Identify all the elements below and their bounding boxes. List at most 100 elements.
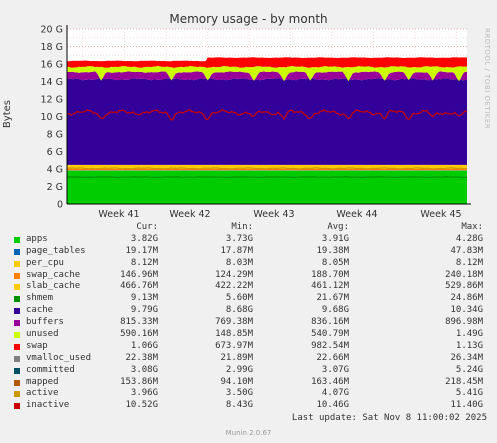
y-tick-label: 0 [57,200,63,211]
legend-swatch [14,236,20,243]
legend-max: 5.41G [455,388,483,399]
legend-min: 94.10M [220,376,253,387]
area-unused [67,65,467,82]
y-tick-label: 2 G [47,182,63,193]
y-tick-label: 4 G [47,165,63,176]
x-tick-label: Week 42 [169,209,210,220]
legend-row: page_tables 19.17M 17.87M 19.38M 47.83M [0,246,497,258]
legend-label: active [26,388,59,399]
legend-swatch [14,248,20,255]
legend-row: cache 9.79G 8.68G 9.68G 10.34G [0,305,497,317]
legend-min: 8.43G [225,400,253,411]
legend-label: per_cpu [26,257,64,268]
legend-label: vmalloc_used [26,352,92,363]
rrdtool-credit: RRDTOOL / TOBI OETIKER [483,28,491,130]
legend-row: swap_cache 146.96M 124.29M 188.70M 240.18M [0,270,497,282]
legend-avg: 21.67M [316,293,349,304]
legend-swatch [14,296,20,303]
legend-swatch [14,379,20,386]
memory-area-chart: 0 2 G 4 G 6 G 8 G 10 G 12 G 14 G 16 G 18 G 20 G We… [41,25,471,220]
legend-header-max: Max: [461,222,483,232]
legend-label: unused [26,329,59,340]
legend-label: committed [26,364,75,375]
y-tick-label: 18 G [41,42,63,53]
legend-max: 4.28G [455,233,483,244]
area-buffers [67,71,467,82]
legend-row: committed 3.08G 2.99G 3.07G 5.24G [0,365,497,377]
legend-avg: 8.05M [321,257,349,268]
legend-avg: 163.46M [311,376,349,387]
legend-label: swap_cache [26,269,81,280]
legend-row: per_cpu 8.12M 8.03M 8.05M 8.12M [0,258,497,270]
legend-row: buffers 815.33M 769.38M 836.16M 896.98M [0,317,497,329]
legend-cur: 815.33M [120,317,158,328]
legend-cur: 8.12M [130,257,158,268]
legend-cur: 3.08G [130,364,158,375]
legend-avg: 9.68G [321,305,349,316]
legend-cur: 10.52G [125,400,158,411]
legend-swatch [14,272,20,279]
legend-label: cache [26,305,54,316]
legend-row: apps 3.82G 3.73G 3.91G 4.28G [0,234,497,246]
line-inactive [66,108,468,122]
legend-label: swap [26,340,48,351]
legend-row: active 3.96G 3.50G 4.07G 5.41G [0,388,497,400]
line-active [66,167,468,170]
legend-row: slab_cache 466.76M 422.22M 461.12M 529.86M [0,281,497,293]
legend-header-min: Min: [231,222,253,232]
legend-max: 10.34G [450,305,483,316]
line-committed [67,176,468,179]
legend-cur: 590.16M [120,329,158,340]
y-tick-label: 10 G [41,112,63,123]
legend-label: inactive [26,400,70,411]
legend-avg: 3.91G [321,233,349,244]
legend-max: 240.18M [445,269,483,280]
legend-max: 26.34M [450,352,483,363]
legend-swatch [14,343,20,350]
legend-swatch [14,403,20,410]
legend-swatch [14,355,20,362]
legend-label: mapped [26,376,59,387]
x-tick-label: Week 45 [420,209,461,220]
legend-min: 148.85M [215,329,253,340]
legend-max: 24.86M [450,293,483,304]
legend-label: slab_cache [26,281,81,292]
legend-max: 11.40G [450,400,483,411]
x-tick-label: Week 44 [336,209,377,220]
legend-min: 3.50G [225,388,253,399]
legend-rows: apps 3.82G 3.73G 3.91G 4.28G page_tables 19.17… [0,234,497,412]
y-tick-label: 20 G [41,25,63,36]
legend-cur: 153.86M [120,376,158,387]
area-cache [67,78,467,165]
legend-avg: 540.79M [311,329,349,340]
legend-swatch [14,367,20,374]
legend-swatch [14,320,20,327]
legend-row: swap 1.06G 673.97M 982.54M 1.13G [0,341,497,353]
legend-cur: 22.38M [125,352,158,363]
legend-min: 673.97M [215,340,253,351]
legend-max: 1.49G [455,329,483,340]
area-apps [67,170,467,204]
legend-label: buffers [26,317,64,328]
legend-min: 8.03M [225,257,253,268]
y-tick-label: 14 G [41,77,63,88]
legend-max: 896.98M [445,317,483,328]
legend-avg: 461.12M [311,281,349,292]
legend-swatch [14,391,20,398]
munin-version: Munin 2.0.67 [225,429,272,437]
legend-max: 218.45M [445,376,483,387]
legend-min: 21.89M [220,352,253,363]
legend-row: unused 590.16M 148.85M 540.79M 1.49G [0,329,497,341]
legend-label: page_tables [26,245,86,256]
legend-cur: 9.79G [130,305,158,316]
series-lines [66,108,468,179]
chart-title: Memory usage - by month [169,12,328,26]
legend-label: shmem [26,293,54,304]
legend-swatch [14,284,20,291]
legend-avg: 836.16M [311,317,349,328]
area-slab_cache [67,164,467,169]
legend-cur: 3.96G [130,388,158,399]
legend-row: mapped 153.86M 94.10M 163.46M 218.45M [0,377,497,389]
y-tick-label: 12 G [41,95,63,106]
y-tick-label: 16 G [41,60,63,71]
